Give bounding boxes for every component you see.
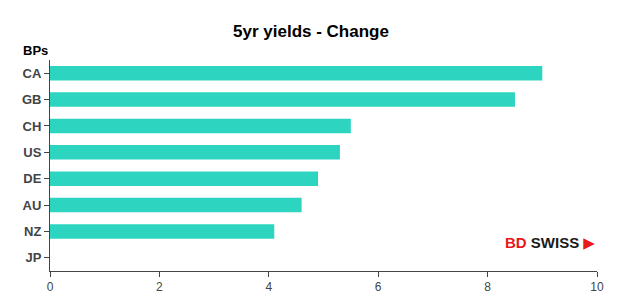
svg-text:AU: AU: [23, 198, 42, 213]
svg-text:2: 2: [156, 280, 163, 294]
svg-text:JP: JP: [25, 250, 41, 265]
svg-text:CA: CA: [23, 66, 42, 81]
svg-text:BPs: BPs: [23, 43, 48, 58]
svg-text:8: 8: [484, 280, 491, 294]
svg-text:CH: CH: [23, 118, 42, 133]
svg-text:US: US: [23, 145, 41, 160]
svg-text:4: 4: [265, 280, 272, 294]
svg-text:BD SWISS ▶: BD SWISS ▶: [505, 234, 595, 251]
svg-text:DE: DE: [23, 171, 41, 186]
svg-text:GB: GB: [22, 92, 42, 107]
svg-text:0: 0: [47, 280, 54, 294]
svg-text:10: 10: [590, 280, 604, 294]
svg-text:6: 6: [375, 280, 382, 294]
svg-text:5yr yields - Change: 5yr yields - Change: [233, 22, 389, 41]
svg-text:NZ: NZ: [24, 224, 41, 239]
